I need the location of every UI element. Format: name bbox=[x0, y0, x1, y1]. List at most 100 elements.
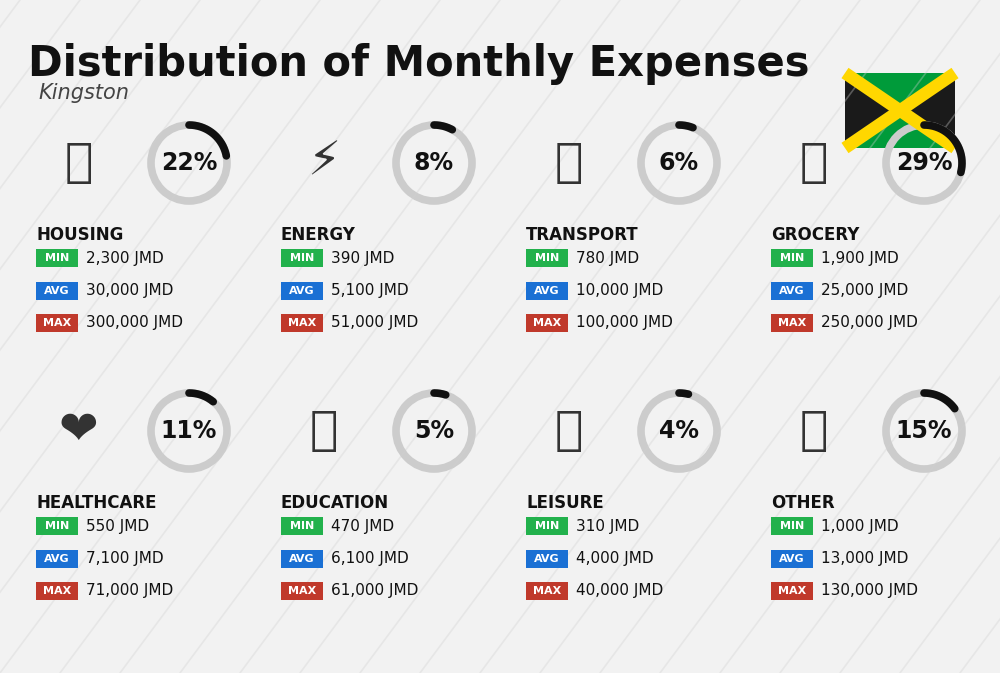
Text: MAX: MAX bbox=[778, 586, 806, 596]
Text: 40,000 JMD: 40,000 JMD bbox=[576, 583, 663, 598]
FancyBboxPatch shape bbox=[526, 549, 568, 567]
Text: 5,100 JMD: 5,100 JMD bbox=[331, 283, 409, 298]
Text: MAX: MAX bbox=[533, 586, 561, 596]
FancyBboxPatch shape bbox=[36, 281, 78, 299]
Text: MIN: MIN bbox=[290, 521, 314, 531]
Text: 7,100 JMD: 7,100 JMD bbox=[86, 551, 164, 566]
FancyBboxPatch shape bbox=[771, 549, 813, 567]
Text: EDUCATION: EDUCATION bbox=[281, 493, 389, 511]
Text: 780 JMD: 780 JMD bbox=[576, 250, 639, 266]
Text: 100,000 JMD: 100,000 JMD bbox=[576, 316, 673, 330]
FancyBboxPatch shape bbox=[771, 582, 813, 600]
FancyBboxPatch shape bbox=[36, 549, 78, 567]
Polygon shape bbox=[845, 110, 955, 148]
Text: 29%: 29% bbox=[896, 151, 952, 175]
FancyBboxPatch shape bbox=[526, 582, 568, 600]
Text: 550 JMD: 550 JMD bbox=[86, 518, 149, 534]
Text: MIN: MIN bbox=[780, 253, 804, 263]
FancyBboxPatch shape bbox=[281, 517, 323, 535]
Text: 4,000 JMD: 4,000 JMD bbox=[576, 551, 654, 566]
Text: 5%: 5% bbox=[414, 419, 454, 443]
Text: 1,900 JMD: 1,900 JMD bbox=[821, 250, 899, 266]
FancyBboxPatch shape bbox=[526, 249, 568, 267]
Text: 470 JMD: 470 JMD bbox=[331, 518, 394, 534]
Text: MAX: MAX bbox=[778, 318, 806, 328]
FancyBboxPatch shape bbox=[771, 517, 813, 535]
Text: AVG: AVG bbox=[534, 553, 560, 563]
FancyBboxPatch shape bbox=[281, 249, 323, 267]
Text: TRANSPORT: TRANSPORT bbox=[526, 225, 639, 244]
Text: MAX: MAX bbox=[43, 318, 71, 328]
Text: MAX: MAX bbox=[533, 318, 561, 328]
Text: MAX: MAX bbox=[43, 586, 71, 596]
Text: 71,000 JMD: 71,000 JMD bbox=[86, 583, 173, 598]
FancyBboxPatch shape bbox=[845, 73, 955, 148]
Text: 🏗: 🏗 bbox=[64, 141, 93, 186]
Text: OTHER: OTHER bbox=[771, 493, 835, 511]
FancyBboxPatch shape bbox=[526, 281, 568, 299]
FancyBboxPatch shape bbox=[281, 314, 323, 332]
FancyBboxPatch shape bbox=[281, 281, 323, 299]
Text: MIN: MIN bbox=[535, 253, 559, 263]
Text: AVG: AVG bbox=[779, 553, 805, 563]
Text: AVG: AVG bbox=[289, 553, 315, 563]
Text: Distribution of Monthly Expenses: Distribution of Monthly Expenses bbox=[28, 43, 810, 85]
FancyBboxPatch shape bbox=[36, 314, 78, 332]
Text: 51,000 JMD: 51,000 JMD bbox=[331, 316, 418, 330]
Text: MIN: MIN bbox=[45, 253, 69, 263]
Text: 15%: 15% bbox=[896, 419, 952, 443]
Text: 🎓: 🎓 bbox=[309, 409, 338, 454]
Text: 11%: 11% bbox=[161, 419, 217, 443]
Text: MIN: MIN bbox=[535, 521, 559, 531]
Text: ❤: ❤ bbox=[59, 409, 98, 454]
FancyBboxPatch shape bbox=[36, 582, 78, 600]
Text: ⚡: ⚡ bbox=[307, 141, 340, 186]
Text: 61,000 JMD: 61,000 JMD bbox=[331, 583, 418, 598]
FancyBboxPatch shape bbox=[281, 549, 323, 567]
Text: 1,000 JMD: 1,000 JMD bbox=[821, 518, 899, 534]
Text: 25,000 JMD: 25,000 JMD bbox=[821, 283, 908, 298]
Text: MAX: MAX bbox=[288, 586, 316, 596]
Text: 🛍: 🛍 bbox=[554, 409, 583, 454]
Text: AVG: AVG bbox=[44, 553, 70, 563]
Text: MIN: MIN bbox=[45, 521, 69, 531]
FancyBboxPatch shape bbox=[36, 517, 78, 535]
Polygon shape bbox=[845, 73, 955, 110]
Text: AVG: AVG bbox=[534, 285, 560, 295]
FancyBboxPatch shape bbox=[771, 314, 813, 332]
FancyBboxPatch shape bbox=[771, 249, 813, 267]
Text: AVG: AVG bbox=[44, 285, 70, 295]
Text: 13,000 JMD: 13,000 JMD bbox=[821, 551, 908, 566]
FancyBboxPatch shape bbox=[526, 517, 568, 535]
Text: GROCERY: GROCERY bbox=[771, 225, 859, 244]
Text: 250,000 JMD: 250,000 JMD bbox=[821, 316, 918, 330]
Text: MIN: MIN bbox=[780, 521, 804, 531]
Text: 10,000 JMD: 10,000 JMD bbox=[576, 283, 663, 298]
Text: AVG: AVG bbox=[289, 285, 315, 295]
Text: 6,100 JMD: 6,100 JMD bbox=[331, 551, 409, 566]
Text: ENERGY: ENERGY bbox=[281, 225, 356, 244]
Text: 310 JMD: 310 JMD bbox=[576, 518, 639, 534]
FancyBboxPatch shape bbox=[526, 314, 568, 332]
Text: 🛒: 🛒 bbox=[799, 141, 828, 186]
FancyBboxPatch shape bbox=[771, 281, 813, 299]
Text: 2,300 JMD: 2,300 JMD bbox=[86, 250, 164, 266]
Text: 130,000 JMD: 130,000 JMD bbox=[821, 583, 918, 598]
Text: AVG: AVG bbox=[779, 285, 805, 295]
Text: 22%: 22% bbox=[161, 151, 217, 175]
Text: LEISURE: LEISURE bbox=[526, 493, 604, 511]
Text: 💰: 💰 bbox=[799, 409, 828, 454]
FancyBboxPatch shape bbox=[281, 582, 323, 600]
Text: 30,000 JMD: 30,000 JMD bbox=[86, 283, 173, 298]
Text: 8%: 8% bbox=[414, 151, 454, 175]
Text: Kingston: Kingston bbox=[38, 83, 129, 103]
Text: 🚌: 🚌 bbox=[554, 141, 583, 186]
FancyBboxPatch shape bbox=[36, 249, 78, 267]
Text: HOUSING: HOUSING bbox=[36, 225, 123, 244]
Text: 6%: 6% bbox=[659, 151, 699, 175]
Text: 300,000 JMD: 300,000 JMD bbox=[86, 316, 183, 330]
Text: 4%: 4% bbox=[659, 419, 699, 443]
Text: MIN: MIN bbox=[290, 253, 314, 263]
Text: MAX: MAX bbox=[288, 318, 316, 328]
Text: HEALTHCARE: HEALTHCARE bbox=[36, 493, 156, 511]
